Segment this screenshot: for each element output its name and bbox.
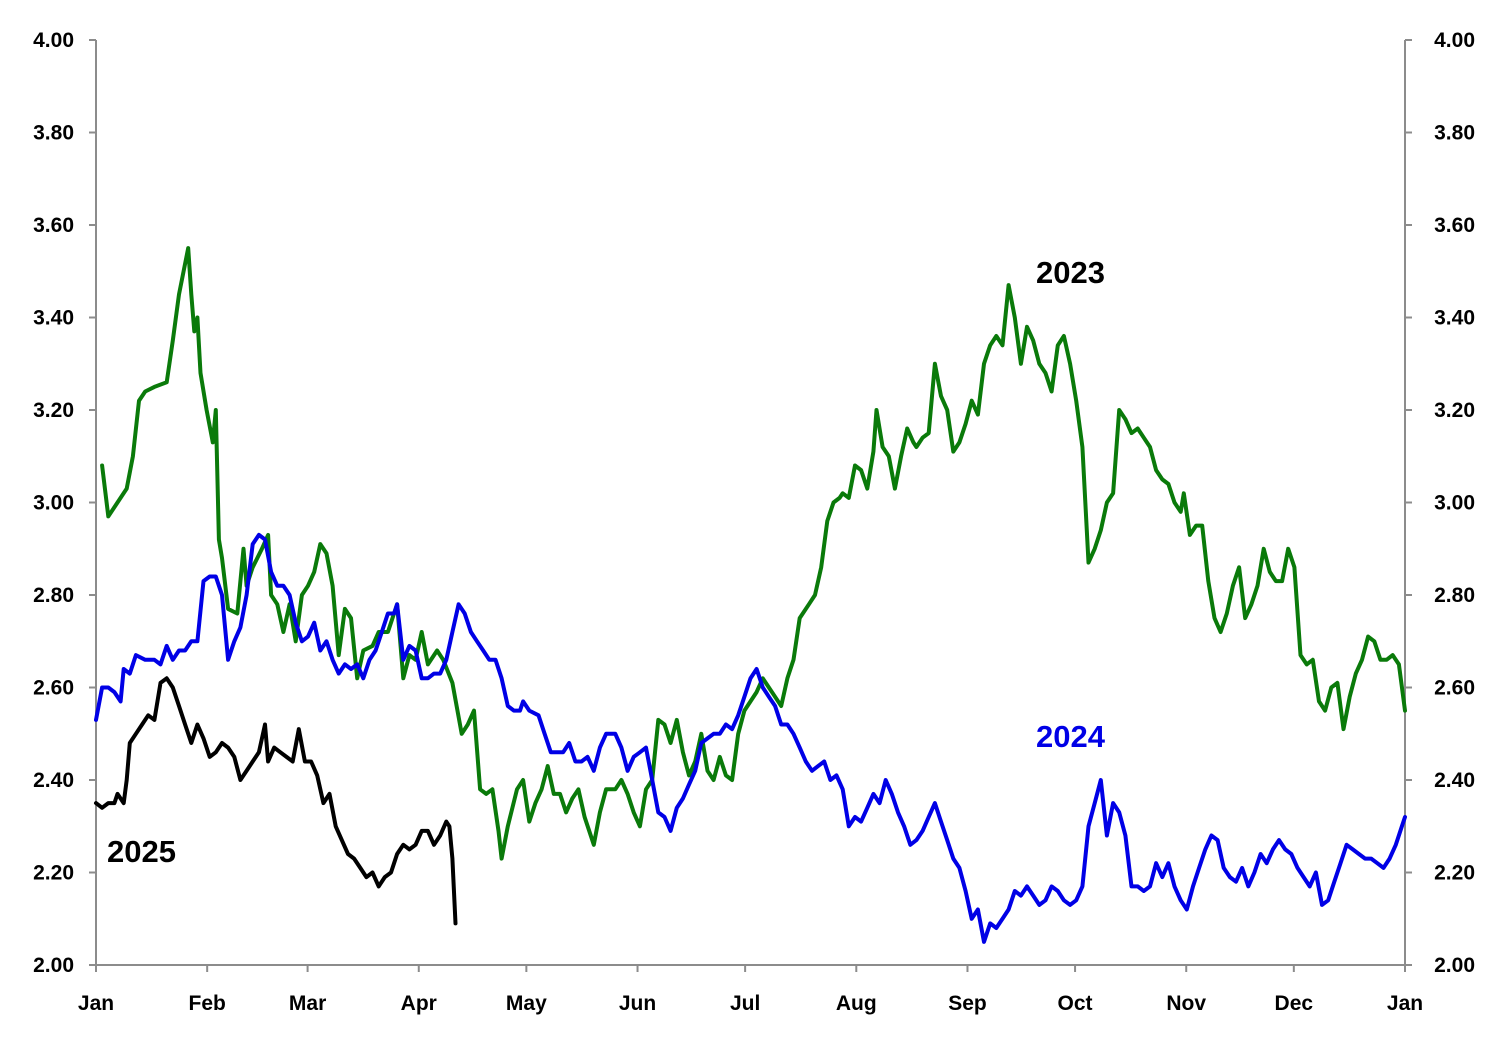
x-tick-label: Nov — [1166, 992, 1206, 1015]
y-tick-label: 3.00 — [33, 492, 74, 515]
x-tick-label: Jan — [78, 992, 114, 1015]
series-label-2024: 2024 — [1036, 719, 1106, 754]
series-line-2024 — [94, 532, 1407, 944]
x-tick-label: Mar — [289, 992, 326, 1015]
series-labels: 2023 2024 2025 — [107, 255, 1106, 869]
y-tick-label: 2.20 — [33, 862, 74, 885]
series-line-2025 — [94, 676, 458, 926]
y-tick-label-right: 3.20 — [1434, 399, 1475, 422]
series-label-2025: 2025 — [107, 834, 176, 869]
y-tick-label: 2.80 — [33, 584, 74, 607]
y-tick-label-right: 2.00 — [1434, 954, 1475, 977]
y-tick-label-right: 3.00 — [1434, 492, 1475, 515]
left-y-axis: 2.00 2.20 2.40 2.60 2.80 3.00 3.20 3.40 3.60 3.80… — [33, 29, 96, 977]
x-tick-label: Aug — [836, 992, 877, 1015]
y-tick-label-right: 3.40 — [1434, 307, 1475, 330]
x-tick-label: Jan — [1387, 992, 1423, 1015]
y-tick-label: 4.00 — [33, 29, 74, 52]
series-line-2023 — [100, 246, 1407, 861]
y-tick-label: 3.60 — [33, 214, 74, 237]
y-tick-label-right: 2.20 — [1434, 862, 1475, 885]
x-tick-label: Sep — [948, 992, 987, 1015]
x-tick-label: May — [506, 992, 547, 1015]
y-tick-label: 2.60 — [33, 677, 74, 700]
y-tick-label-right: 3.80 — [1434, 122, 1475, 145]
y-tick-label-right: 2.80 — [1434, 584, 1475, 607]
series-lines — [94, 246, 1407, 944]
x-tick-label: Dec — [1275, 992, 1314, 1015]
y-tick-label: 3.80 — [33, 122, 74, 145]
right-y-axis: 2.00 2.20 2.40 2.60 2.80 3.00 3.20 3.40 3.60 3.80… — [1405, 29, 1475, 977]
y-tick-label-right: 2.40 — [1434, 769, 1475, 792]
series-label-2023: 2023 — [1036, 255, 1105, 290]
y-tick-label-right: 4.00 — [1434, 29, 1475, 52]
x-tick-label: Jul — [730, 992, 760, 1015]
y-tick-label: 2.00 — [33, 954, 74, 977]
y-tick-label: 2.40 — [33, 769, 74, 792]
y-tick-label: 3.40 — [33, 307, 74, 330]
axes — [95, 40, 1406, 966]
y-tick-label-right: 2.60 — [1434, 677, 1475, 700]
x-axis: Jan Feb Mar Apr May Jun Jul Aug Sep Oct Nov Dec Jan — [78, 965, 1423, 1015]
x-tick-label: Feb — [189, 992, 226, 1015]
y-tick-label: 3.20 — [33, 399, 74, 422]
x-tick-label: Oct — [1058, 992, 1093, 1015]
x-tick-label: Apr — [401, 992, 437, 1015]
y-tick-label-right: 3.60 — [1434, 214, 1475, 237]
x-tick-label: Jun — [619, 992, 656, 1015]
